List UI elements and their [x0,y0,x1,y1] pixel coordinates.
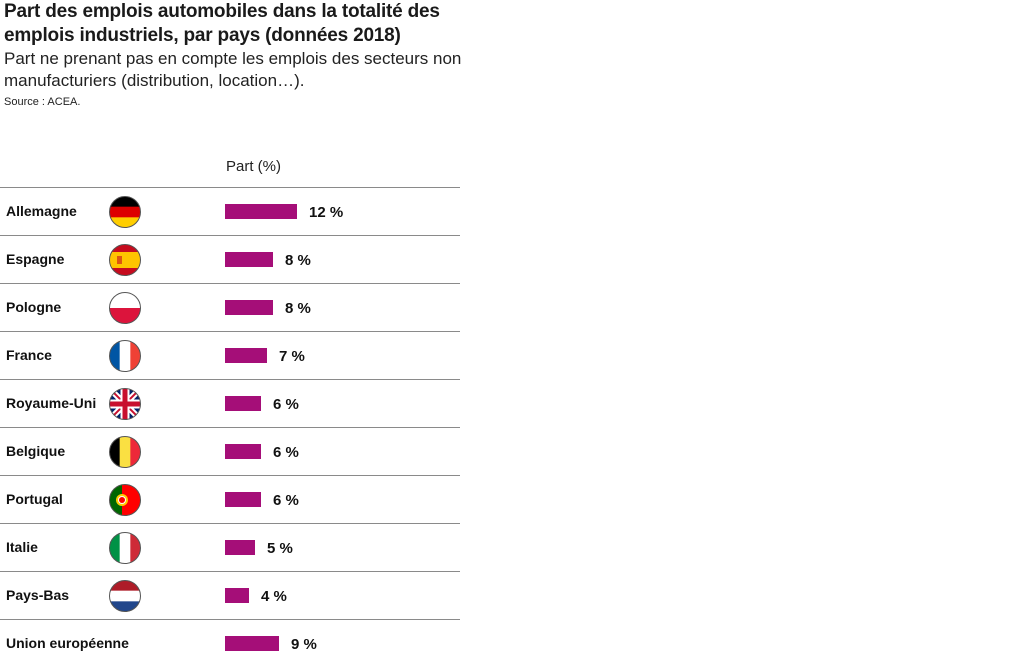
chart-source: Source : ACEA. [4,96,81,108]
table-row: Espagne 8 % [0,235,460,283]
country-label: Portugal [6,491,63,507]
spain-flag-icon [109,244,141,276]
column-header: Part (%) [226,158,282,175]
value-label: 5 % [267,540,293,557]
country-label: France [6,347,52,363]
belgium-flag-icon [109,436,141,468]
table-row: Royaume-Uni 6 % [0,379,460,427]
chart-subtitle: Part ne prenant pas en compte les emploi… [4,49,462,90]
bar [225,636,279,651]
bar [225,492,261,507]
bar [225,588,249,603]
value-label: 12 % [309,204,344,221]
country-label: Allemagne [6,203,77,219]
country-label: Belgique [6,443,66,459]
table-row: France 7 % [0,331,460,379]
bar [225,300,273,315]
netherlands-flag-icon [109,580,141,612]
table-row: Union européenne 9 % [0,619,460,667]
poland-flag-icon [109,292,141,324]
germany-flag-icon [109,196,141,228]
table-row: Pologne 8 % [0,283,460,331]
table-row: Allemagne 12 % [0,187,460,235]
bar [225,204,297,219]
bar [225,252,273,267]
table-row: Pays-Bas 4 % [0,571,460,619]
uk-flag-icon [109,388,141,420]
bar-chart: Allemagne 12 % Espagne 8 % Pologne 8 % France 7… [0,187,460,667]
country-label: Pays-Bas [6,587,70,603]
value-label: 8 % [285,300,311,317]
country-label: Pologne [6,299,62,315]
value-label: 6 % [273,396,299,413]
value-label: 9 % [291,636,317,653]
value-label: 4 % [261,588,287,605]
portugal-flag-icon [109,484,141,516]
table-row: Italie 5 % [0,523,460,571]
value-label: 6 % [273,492,299,509]
table-row: Belgique 6 % [0,427,460,475]
value-label: 6 % [273,444,299,461]
table-row: Portugal 6 % [0,475,460,523]
country-label: Royaume-Uni [6,395,97,411]
value-label: 7 % [279,348,305,365]
bar [225,540,255,555]
bar [225,444,261,459]
bar [225,348,267,363]
france-flag-icon [109,340,141,372]
italy-flag-icon [109,532,141,564]
chart-title: Part des emplois automobiles dans la tot… [4,1,440,46]
value-label: 8 % [285,252,311,269]
country-label: Espagne [6,251,65,267]
bar [225,396,261,411]
country-label: Union européenne [6,635,129,651]
country-label: Italie [6,539,38,555]
